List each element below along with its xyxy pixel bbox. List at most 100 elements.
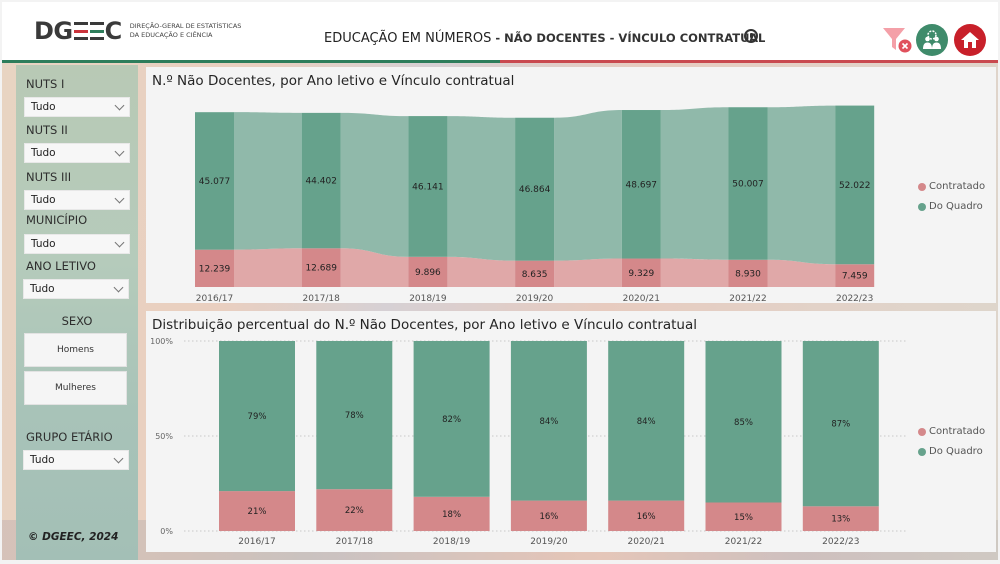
x-tick-label: 2016/17 [196,294,233,303]
data-label-contratado: 8.930 [735,269,761,279]
municipio-label: MUNICÍPIO [26,213,88,227]
x-tick-label: 2017/18 [336,537,374,547]
data-label-contratado: 22% [345,506,364,516]
data-label-do-quadro: 84% [637,417,656,427]
data-label-do-quadro: 52.022 [839,181,871,191]
data-label-contratado: 9.329 [628,269,654,279]
bar-do-quadro [608,341,685,501]
chart-title: Distribuição percentual do N.º Não Docen… [152,317,698,333]
header: DG C Direção-Geral de Estatísticas da Ed… [2,2,998,60]
mulheres-button[interactable]: Mulheres [24,371,127,405]
percent-stacked-chart: 0% 50% 100% 21% 79% 2016/17 22% 78% 2017/18 18% 82… [150,337,906,547]
bar-do-quadro [515,117,555,261]
data-label-contratado: 18% [442,510,461,520]
ribbon-contratado [340,248,409,287]
bar-contratado [621,258,661,287]
data-label-contratado: 8.635 [522,270,548,280]
filter-sidebar: NUTS I Tudo NUTS II Tudo NUTS III Tudo M… [16,65,138,560]
page-title: EDUCAÇÃO EM NÚMEROS - NÃO DOCENTES - VÍN… [324,31,766,46]
data-label-contratado: 7.459 [842,272,868,282]
bar-do-quadro [621,110,661,259]
data-label-do-quadro: 84% [539,417,558,427]
bar-contratado [802,506,879,531]
ribbon-contratado [554,258,622,287]
bar-do-quadro [728,107,768,260]
chevron-down-icon [114,237,125,248]
data-label-do-quadro: 48.697 [626,180,658,190]
grupo-etario-label: GRUPO ETÁRIO [26,430,113,444]
ano-letivo-label: ANO LETIVO [26,259,96,273]
bar-contratado [413,496,490,531]
legend-dot-icon [918,202,926,211]
ribbon-do-quadro [340,112,409,257]
ribbon-do-quadro [234,112,302,250]
bar-contratado [705,502,782,531]
data-label-do-quadro: 85% [734,418,753,428]
header-divider [2,60,998,63]
homens-button[interactable]: Homens [24,333,127,367]
x-tick-label: 2018/19 [409,294,447,303]
people-button[interactable] [916,24,948,56]
x-tick-label: 2019/20 [516,294,554,303]
data-label-do-quadro: 46.141 [412,182,444,192]
grupo-etario-dropdown[interactable]: Tudo [23,450,129,470]
data-label-contratado: 15% [734,513,753,523]
nuts3-dropdown[interactable]: Tudo [24,190,130,210]
x-tick-label: 2022/23 [836,294,873,303]
legend-item-contratado[interactable]: Contratado [918,181,985,192]
absolute-stacked-chart: 12.239 45.077 2016/17 12.689 44.402 2017/18 9.… [195,105,875,303]
legend-item-contratado[interactable]: Contratado [918,426,985,437]
legend-item-do-quadro[interactable]: Do Quadro [918,201,985,212]
home-button[interactable] [954,24,986,56]
legend-item-do-quadro[interactable]: Do Quadro [918,446,985,457]
ribbon-contratado [767,259,836,287]
x-tick-label: 2021/22 [729,294,766,303]
data-label-do-quadro: 45.077 [199,177,231,187]
data-label-do-quadro: 79% [248,412,267,422]
clear-filter-icon [883,28,912,53]
legend-dot-icon [918,447,926,456]
percent-chart-panel: Distribuição percentual do N.º Não Docen… [146,311,996,552]
ano-letivo-dropdown[interactable]: Tudo [23,279,129,299]
dgeec-logo: DG C Direção-Geral de Estatísticas da Ed… [34,17,242,45]
bar-do-quadro [835,105,875,265]
bar-do-quadro [705,341,782,503]
data-label-do-quadro: 50.007 [732,180,764,190]
data-label-contratado: 21% [248,507,267,517]
data-label-do-quadro: 44.402 [305,177,337,187]
nuts2-dropdown[interactable]: Tudo [24,143,130,163]
bar-contratado [408,256,448,287]
data-label-do-quadro: 82% [442,415,461,425]
ribbon-contratado [447,256,516,287]
municipio-dropdown[interactable]: Tudo [24,234,130,254]
org-name: Direção-Geral de Estatísticas da Educaçã… [129,22,242,39]
clear-filters-button[interactable] [882,26,912,54]
nuts2-label: NUTS II [26,123,68,137]
nuts1-dropdown[interactable]: Tudo [24,97,130,117]
data-label-contratado: 16% [539,512,558,522]
absolute-chart-panel: N.º Não Docentes, por Ano letivo e Víncu… [146,67,996,303]
bar-contratado [608,500,685,531]
ribbon-contratado [660,258,729,287]
people-icon [923,30,941,49]
bar-do-quadro [219,341,295,492]
data-label-contratado: 13% [831,515,850,525]
data-label-contratado: 16% [637,512,656,522]
data-label-do-quadro: 87% [831,420,850,430]
bar-contratado [515,260,555,287]
chevron-down-icon [113,282,124,293]
bar-do-quadro [316,341,393,490]
bar-contratado [195,249,234,287]
bar-contratado [219,491,295,531]
chart-title: N.º Não Docentes, por Ano letivo e Víncu… [152,73,515,89]
chevron-down-icon [114,193,125,204]
info-icon[interactable] [744,29,758,43]
bar-contratado [728,259,768,287]
chart-legend: Contratado Do Quadro [918,181,985,221]
bar-contratado [316,489,393,531]
chevron-down-icon [113,453,124,464]
y-tick-label: 50% [155,432,173,441]
y-tick-label: 100% [150,337,173,346]
data-label-contratado: 12.239 [199,264,231,274]
